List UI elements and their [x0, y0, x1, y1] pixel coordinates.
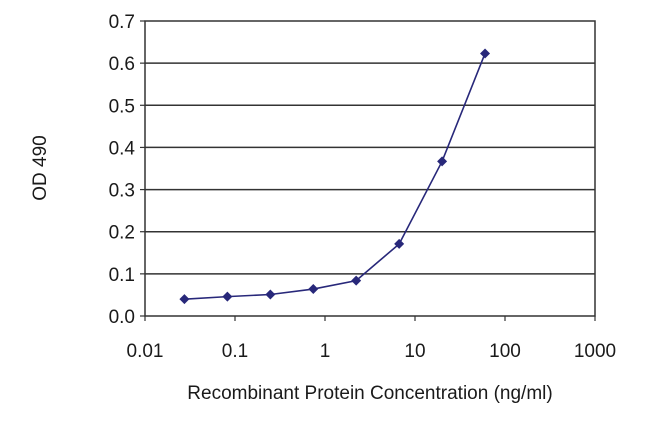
- y-tick-label: 0.1: [109, 265, 135, 286]
- data-series: [179, 48, 491, 305]
- data-point-marker: [222, 291, 233, 302]
- data-point-marker: [394, 238, 405, 249]
- data-point-marker: [351, 275, 362, 286]
- y-tick-label: 0.4: [109, 138, 136, 159]
- data-point-marker: [179, 294, 190, 305]
- y-tick-label: 0.7: [109, 12, 135, 33]
- x-tick-label: 1000: [574, 341, 616, 362]
- series-line: [184, 53, 486, 300]
- gridlines: [145, 62, 595, 275]
- y-tick-label: 0.2: [109, 223, 135, 244]
- data-point-marker: [480, 48, 491, 59]
- x-axis-title: Recombinant Protein Concentration (ng/ml…: [187, 383, 552, 404]
- data-point-marker: [308, 284, 319, 295]
- y-axis-ticks: 0.0 0.1 0.2 0.3 0.4 0.5 0.6 0.7: [109, 12, 145, 328]
- y-axis-title: OD 490: [30, 135, 51, 200]
- x-tick-label: 0.1: [222, 341, 248, 362]
- y-tick-label: 0.0: [109, 307, 135, 328]
- x-tick-label: 1: [320, 341, 331, 362]
- data-point-marker: [265, 289, 276, 300]
- y-tick-label: 0.6: [109, 54, 135, 75]
- x-tick-label: 10: [404, 341, 425, 362]
- x-axis-ticks: 0.01 0.1 1 10 100 1000: [127, 316, 616, 362]
- y-tick-label: 0.3: [109, 181, 135, 202]
- x-tick-label: 0.01: [127, 341, 164, 362]
- x-tick-label: 100: [489, 341, 521, 362]
- plot-area: [144, 20, 596, 317]
- data-point-marker: [437, 156, 448, 167]
- y-tick-label: 0.5: [109, 96, 135, 117]
